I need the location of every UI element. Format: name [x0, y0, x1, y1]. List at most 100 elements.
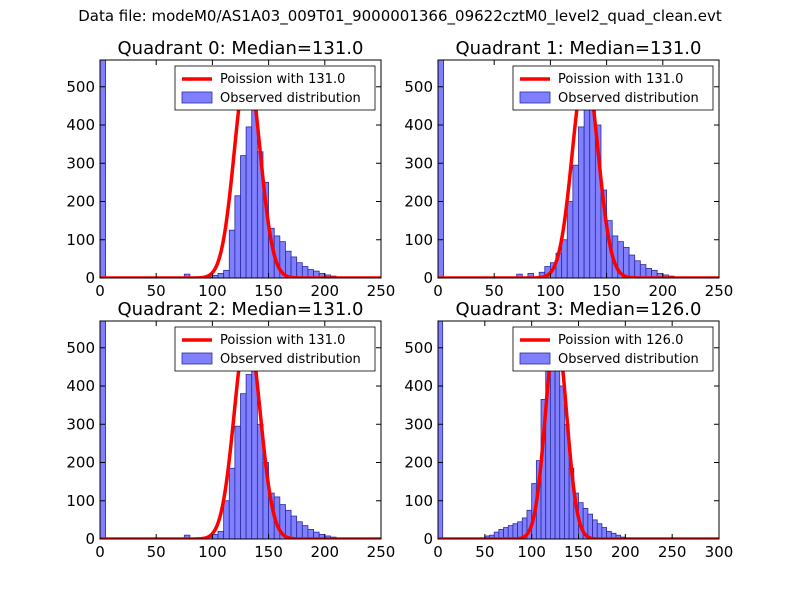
histogram-bar	[559, 385, 565, 539]
histogram-bar	[223, 500, 230, 539]
x-tick-label: 200	[611, 543, 640, 561]
x-tick-label: 50	[147, 543, 166, 561]
legend-bar-swatch	[181, 91, 213, 104]
histogram-bar	[438, 60, 445, 278]
histogram-bar	[634, 260, 641, 278]
histogram-bar	[228, 467, 236, 539]
y-tick-label: 300	[66, 154, 95, 172]
histogram-bar	[100, 60, 107, 278]
legend-bar-swatch	[181, 352, 213, 365]
y-tick-label: 400	[404, 116, 433, 134]
x-tick-label: 150	[254, 282, 283, 300]
y-tick-label: 0	[423, 269, 433, 287]
histogram-bar	[240, 393, 247, 539]
y-tick-label: 500	[404, 78, 433, 96]
poisson-curve	[438, 328, 719, 539]
x-tick-label: 100	[198, 282, 227, 300]
x-tick-label: 50	[147, 282, 166, 300]
panel-quadrant-1: 0 50 100 150 200 250 0 100 200 300 400 500 Quadrant …	[404, 38, 733, 300]
histogram-bar	[183, 273, 191, 278]
histogram-bar	[296, 521, 303, 539]
legend-bar-label: Observed distribution	[558, 352, 699, 367]
y-tick-label: 100	[66, 492, 95, 510]
histogram-bar	[245, 374, 253, 539]
histogram-bar	[296, 262, 303, 278]
x-tick-label: 250	[367, 282, 396, 300]
y-tick-label: 100	[404, 231, 433, 249]
legend-line-label: Poission with 131.0	[558, 72, 683, 87]
axes-frame	[437, 59, 720, 279]
x-tick-label: 100	[198, 543, 227, 561]
histogram-bar	[245, 126, 253, 278]
panel-title: Quadrant 1: Median=131.0	[456, 38, 702, 59]
histogram-bar	[554, 347, 561, 539]
legend-line-label: Poission with 126.0	[558, 333, 683, 348]
x-tick-label: 50	[485, 282, 504, 300]
histogram-bar	[592, 519, 598, 539]
x-tick-label: 100	[536, 282, 565, 300]
legend-bar-label: Observed distribution	[220, 352, 361, 367]
y-tick-label: 300	[404, 415, 433, 433]
histogram-bar	[234, 195, 241, 278]
histogram-bar	[623, 247, 630, 278]
y-tick-label: 500	[66, 78, 95, 96]
histogram-bar	[596, 523, 603, 539]
histogram-bar	[438, 321, 444, 539]
panel-quadrant-0: 0 50 100 150 200 250 0 100 200 300 400 500 Quadrant …	[66, 38, 395, 300]
x-tick-label: 200	[310, 282, 339, 300]
panel-title: Quadrant 3: Median=126.0	[456, 299, 702, 320]
x-tick-label: 0	[95, 282, 105, 300]
x-tick-label: 150	[254, 543, 283, 561]
y-tick-label: 400	[66, 377, 95, 395]
histogram-bar	[578, 126, 585, 278]
x-tick-label: 200	[648, 282, 677, 300]
x-tick-label: 0	[433, 282, 443, 300]
axes-frame	[99, 59, 382, 279]
x-tick-label: 0	[95, 543, 105, 561]
x-tick-label: 100	[517, 543, 546, 561]
y-tick-label: 500	[66, 339, 95, 357]
x-tick-label: 150	[564, 543, 593, 561]
histogram-bar	[572, 164, 579, 278]
y-tick-label: 0	[423, 530, 433, 548]
histogram-bar	[217, 273, 225, 278]
histogram-bar	[516, 273, 523, 278]
x-tick-label: 0	[433, 543, 443, 561]
y-tick-label: 400	[66, 116, 95, 134]
histogram-bar	[240, 155, 247, 278]
histogram-bar	[234, 425, 241, 539]
histogram-bar	[223, 269, 230, 278]
panel-quadrant-2: 0 50 100 150 200 250 0 100 200 300 400 500 Quadrant …	[66, 299, 395, 561]
histogram-bar	[228, 229, 236, 278]
y-tick-label: 400	[404, 377, 433, 395]
histogram-bar	[290, 515, 298, 539]
panel-title: Quadrant 0: Median=131.0	[118, 38, 364, 59]
histogram-bar	[301, 525, 309, 539]
y-tick-label: 300	[404, 154, 433, 172]
y-tick-label: 200	[66, 193, 95, 211]
x-tick-label: 50	[475, 543, 494, 561]
histogram-bar	[628, 254, 636, 278]
histogram-bar	[566, 201, 574, 278]
panel-quadrant-3: 0 50 100 150 200 250 300 0 100 200 300 400 500 Quadra…	[404, 299, 733, 561]
plot-area	[438, 321, 719, 539]
histogram-bar	[583, 105, 591, 278]
histogram-bar	[290, 256, 298, 278]
y-tick-label: 0	[85, 530, 95, 548]
y-tick-label: 200	[404, 454, 433, 472]
legend-line-label: Poission with 131.0	[220, 72, 345, 87]
y-tick-label: 200	[66, 454, 95, 472]
y-tick-label: 100	[404, 492, 433, 510]
x-tick-label: 250	[658, 543, 687, 561]
x-tick-label: 250	[367, 543, 396, 561]
y-tick-label: 500	[404, 339, 433, 357]
x-tick-label: 300	[705, 543, 734, 561]
y-tick-label: 300	[66, 415, 95, 433]
histogram-bar	[285, 509, 292, 539]
legend-bar-label: Observed distribution	[220, 91, 361, 106]
panel-title: Quadrant 2: Median=131.0	[118, 299, 364, 320]
histogram-bar	[217, 530, 225, 539]
legend-line-label: Poission with 131.0	[220, 333, 345, 348]
x-tick-label: 250	[705, 282, 734, 300]
